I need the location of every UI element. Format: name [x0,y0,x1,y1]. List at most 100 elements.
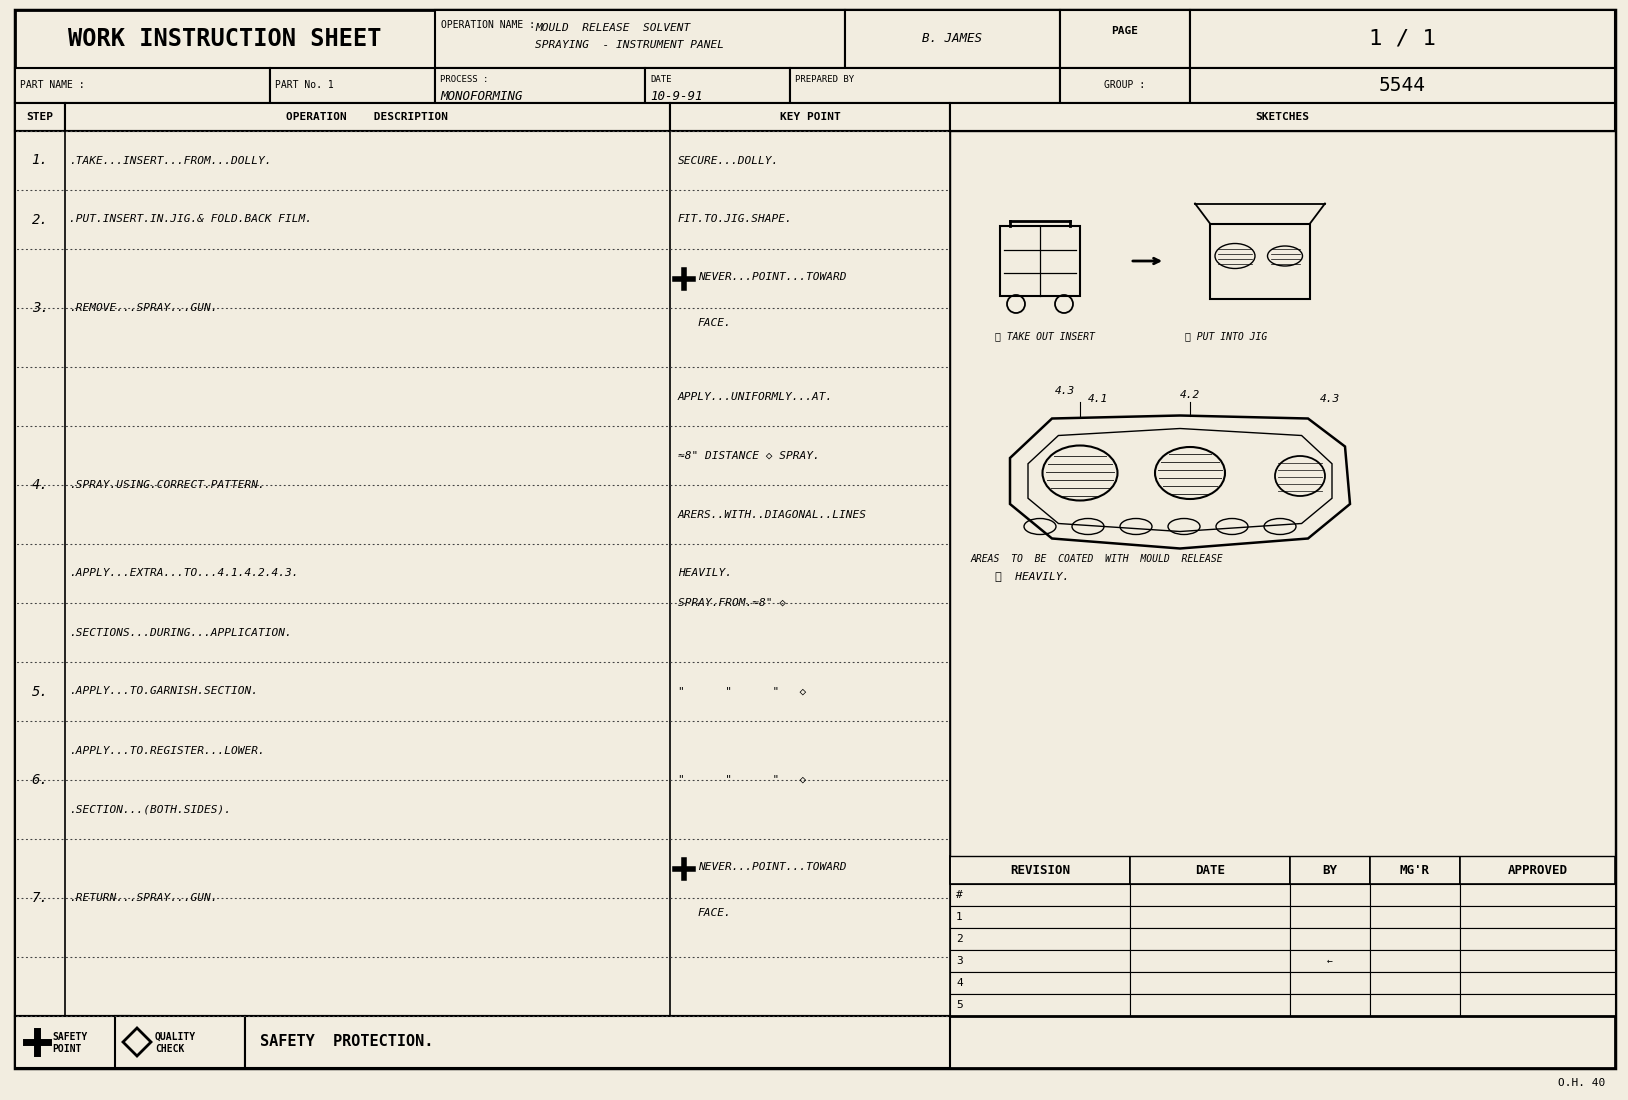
Text: .PUT.INSERT.IN.JIG.& FOLD.BACK FILM.: .PUT.INSERT.IN.JIG.& FOLD.BACK FILM. [68,214,313,224]
Text: STEP: STEP [26,112,54,122]
Bar [435,10,845,68]
Text: FIT.TO.JIG.SHAPE.: FIT.TO.JIG.SHAPE. [677,214,793,224]
Text: .TAKE...INSERT...FROM...DOLLY.: .TAKE...INSERT...FROM...DOLLY. [68,155,272,165]
Bar [1371,884,1460,906]
Bar [1371,928,1460,950]
Bar [15,131,1615,1016]
Text: SPRAYING  - INSTRUMENT PANEL: SPRAYING - INSTRUMENT PANEL [536,40,724,49]
Text: ④  HEAVILY.: ④ HEAVILY. [995,572,1070,582]
Bar [1210,223,1311,298]
Text: 5544: 5544 [1379,76,1426,95]
Bar [116,1016,244,1068]
Text: PAGE: PAGE [1112,26,1138,36]
Bar [1289,856,1371,884]
Bar [645,68,790,103]
Bar [15,1016,130,1068]
Bar [15,1016,1615,1068]
Bar [1460,994,1615,1016]
Text: WORK INSTRUCTION SHEET: WORK INSTRUCTION SHEET [68,28,381,51]
Text: 3: 3 [956,956,962,966]
Text: HEAVILY.: HEAVILY. [677,569,733,579]
Bar [1289,972,1371,994]
Text: 7.: 7. [31,891,49,905]
Bar [244,1016,951,1068]
Bar [1130,972,1289,994]
Bar [951,950,1130,972]
Bar [15,103,65,131]
Text: PART No. 1: PART No. 1 [275,80,334,90]
Text: 4.: 4. [31,478,49,492]
Text: .APPLY...TO.GARNISH.SECTION.: .APPLY...TO.GARNISH.SECTION. [68,686,257,696]
Bar [1190,68,1615,103]
Text: 6.: 6. [31,773,49,786]
Text: GROUP :: GROUP : [1104,80,1146,90]
Bar [951,994,1130,1016]
Text: APPLY...UNIFORMLY...AT.: APPLY...UNIFORMLY...AT. [677,392,834,402]
Bar [1371,972,1460,994]
Text: 4.1: 4.1 [1088,394,1109,404]
Bar [1289,994,1371,1016]
Text: B. JAMES: B. JAMES [923,33,983,45]
Bar [1289,906,1371,928]
Bar [15,68,270,103]
Bar [1371,994,1460,1016]
Bar [1371,950,1460,972]
Text: .RETURN...SPRAY...GUN.: .RETURN...SPRAY...GUN. [68,893,218,903]
Text: 5: 5 [956,1000,962,1010]
Text: SKETCHES: SKETCHES [1255,112,1309,122]
Text: 10-9-91: 10-9-91 [650,89,703,102]
Bar [1130,856,1289,884]
Text: FACE.: FACE. [698,908,731,917]
Text: "      "      "   ◇: " " " ◇ [677,776,806,785]
Bar [951,856,1130,884]
Bar [951,884,1130,906]
Bar [270,68,435,103]
Text: 1.: 1. [31,154,49,167]
Bar [951,103,1615,131]
Text: .SECTION...(BOTH.SIDES).: .SECTION...(BOTH.SIDES). [68,804,231,814]
Bar [1130,994,1289,1016]
Bar [951,972,1130,994]
Text: NEVER...POINT...TOWARD: NEVER...POINT...TOWARD [698,272,847,282]
Bar [1371,906,1460,928]
Text: ARERS..WITH..DIAGONAL..LINES: ARERS..WITH..DIAGONAL..LINES [677,509,868,519]
Bar [1000,226,1079,296]
Text: DATE: DATE [1195,864,1224,877]
Text: ② PUT INTO JIG: ② PUT INTO JIG [1185,331,1267,341]
Text: MONOFORMING: MONOFORMING [440,89,523,102]
Text: #: # [956,890,962,900]
Bar [1130,906,1289,928]
Text: OPERATION NAME :: OPERATION NAME : [441,20,536,30]
Text: 4.3: 4.3 [1320,394,1340,404]
Bar [1460,906,1615,928]
Bar [790,68,1060,103]
Text: FACE.: FACE. [698,318,731,328]
Text: 4.2: 4.2 [1180,390,1200,400]
Bar [1130,928,1289,950]
Bar [845,10,1060,68]
Text: PART NAME :: PART NAME : [20,80,85,90]
Bar [1130,950,1289,972]
Text: PREPARED BY: PREPARED BY [794,75,855,84]
Bar [1060,10,1190,68]
Text: ① TAKE OUT INSERT: ① TAKE OUT INSERT [995,331,1096,341]
Text: SAFETY: SAFETY [52,1032,88,1042]
Text: MOULD  RELEASE  SOLVENT: MOULD RELEASE SOLVENT [536,23,690,33]
Text: OPERATION    DESCRIPTION: OPERATION DESCRIPTION [287,112,448,122]
Bar [1460,928,1615,950]
Text: POINT: POINT [52,1044,81,1054]
Text: 4.3: 4.3 [1055,386,1074,396]
Text: NEVER...POINT...TOWARD: NEVER...POINT...TOWARD [698,861,847,871]
Text: 2: 2 [956,934,962,944]
Text: KEY POINT: KEY POINT [780,112,840,122]
Bar [951,928,1130,950]
Text: PROCESS :: PROCESS : [440,75,488,84]
Text: AREAS  TO  BE  COATED  WITH  MOULD  RELEASE: AREAS TO BE COATED WITH MOULD RELEASE [970,553,1223,563]
Bar [1190,10,1615,68]
Text: 1: 1 [956,912,962,922]
Text: 1 / 1: 1 / 1 [1369,29,1436,50]
Text: ≈8" DISTANCE ◇ SPRAY.: ≈8" DISTANCE ◇ SPRAY. [677,451,821,461]
Text: "      "      "   ◇: " " " ◇ [677,686,806,696]
Bar [1289,950,1371,972]
Bar [65,103,671,131]
